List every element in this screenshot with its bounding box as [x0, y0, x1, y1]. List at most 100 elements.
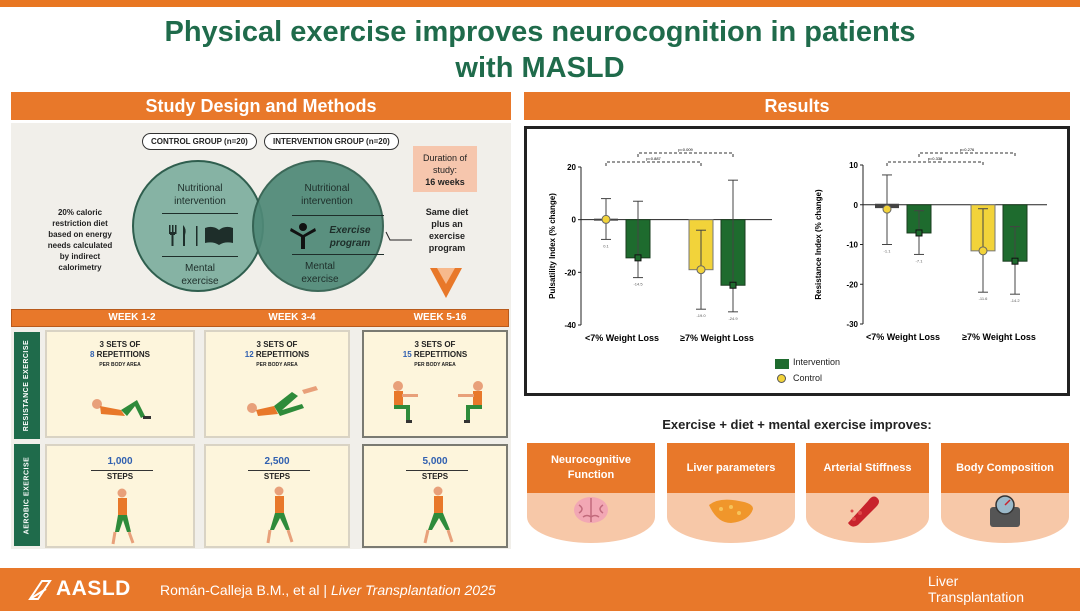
bracket-label: p=0.887: [646, 156, 661, 161]
resistance-tab: RESISTANCE EXERCISE: [14, 332, 40, 439]
top-accent-bar: [0, 0, 1080, 7]
artery-icon: [848, 496, 879, 527]
aasld-mark-icon: [28, 580, 52, 600]
week-bar: WEEK 1-2 WEEK 3-4 WEEK 5-16: [11, 309, 509, 327]
squat-figures-icon: [393, 381, 483, 423]
tile-neurocognitive: Neurocognitive Function: [527, 443, 655, 543]
bracket-intervention: [637, 152, 734, 157]
tile-label: Arterial Stiffness: [806, 443, 929, 493]
intervention-value-label: -14.2: [1010, 298, 1020, 303]
steps-count: 5,000: [422, 456, 448, 467]
diet-note: 20% caloric restriction diet based on en…: [47, 208, 113, 272]
bracket-label: p=0.338: [928, 156, 943, 161]
liver-icon: [709, 499, 753, 523]
tile-label: Liver parameters: [667, 443, 795, 493]
legend-control-label: Control: [793, 373, 823, 383]
control-group-label: CONTROL GROUP (n=20): [142, 133, 257, 150]
steps-label: STEPS: [106, 472, 134, 481]
duration-box: Duration of study: 16 weeks: [413, 146, 477, 192]
results-heading: Results: [524, 92, 1070, 120]
intervention-point: [1011, 257, 1019, 265]
brain-icon: [574, 497, 608, 523]
tile-label: Body Composition: [941, 443, 1069, 493]
walking-figure-icon: [266, 486, 294, 544]
y-tick-label: -10: [846, 241, 858, 250]
control-value-label: 0.1: [603, 243, 609, 248]
control-value-label: -1.1: [884, 249, 892, 254]
citation: Román-Calleja B.M., et al | Liver Transp…: [160, 582, 496, 598]
y-axis-title: Resistance Index (% change): [814, 189, 823, 300]
improves-text: Exercise + diet + mental exercise improv…: [662, 417, 932, 432]
aasld-logo: AASLD: [28, 577, 131, 601]
legend-control-swatch: [777, 374, 786, 383]
steps-label: STEPS: [263, 472, 291, 481]
scale-icon: [990, 495, 1020, 527]
control-point: [882, 204, 892, 214]
bracket-label: p=0.009: [678, 147, 693, 152]
exercise-person-icon: [290, 223, 316, 249]
arrow-connector-icon: [385, 231, 412, 241]
x-group-label: ≥7% Weight Loss: [962, 332, 1036, 342]
journal-logo: Liver Transplantation: [928, 573, 1024, 605]
resistance-card-2: 3 SETS OF 12 REPETITIONS PER BODY AREA: [204, 330, 350, 438]
control-point: [978, 246, 988, 256]
tile-liver: Liver parameters: [667, 443, 795, 543]
y-tick-label: 10: [849, 161, 858, 170]
same-diet-note: Same diet plus an exercise program: [425, 207, 469, 253]
control-point: [601, 214, 611, 224]
bracket-label: p=0.276: [960, 147, 975, 152]
bracket-control: [605, 161, 702, 166]
methods-heading: Study Design and Methods: [11, 92, 511, 120]
walking-figure-icon: [423, 486, 454, 544]
resistance-card-3: 3 SETS OF 15 REPETITIONS PER BODY AREA: [362, 330, 508, 438]
control-nutrition-text: Nutritional intervention: [174, 183, 226, 207]
crunch-figure-icon: [92, 399, 151, 419]
footer: AASLD Román-Calleja B.M., et al | Liver …: [0, 568, 1080, 611]
pulsatility-index-chart: 20 0 -20 -40 Pulsatility Index (% change) 0.1…: [548, 147, 772, 343]
y-tick-label: 0: [854, 201, 859, 210]
twist-crunch-icon: [247, 386, 318, 416]
intervention-value-label: -14.5: [633, 282, 643, 287]
down-arrow-icon: [430, 268, 462, 298]
week-1-2-label: WEEK 1-2: [108, 312, 156, 323]
control-mental-text: Mental exercise: [181, 263, 219, 287]
results-charts-box: 20 0 -20 -40 Pulsatility Index (% change) 0.1…: [524, 126, 1070, 396]
intervention-mental-text: Mental exercise: [301, 261, 339, 285]
week-3-4-label: WEEK 3-4: [268, 312, 316, 323]
control-circle: [132, 160, 264, 292]
intervention-point: [634, 254, 642, 262]
control-point: [696, 265, 706, 275]
y-tick-label: -20: [564, 268, 576, 277]
tile-body-composition: Body Composition: [941, 443, 1069, 543]
resistance-index-chart: 10 0 -10 -20 -30 Resistance Index (% change) -…: [814, 147, 1047, 342]
cutlery-book-icon: [169, 225, 233, 246]
bracket-intervention: [918, 152, 1016, 157]
aerobic-tab: AEROBIC EXERCISE: [14, 444, 40, 546]
control-divider: [162, 213, 238, 214]
steps-count: 1,000: [107, 456, 133, 467]
legend-intervention-swatch: [775, 359, 789, 369]
exercise-program-text: Exercise program: [329, 225, 371, 249]
y-tick-label: 0: [572, 216, 577, 225]
x-group-label: <7% Weight Loss: [585, 333, 659, 343]
intervention-point: [729, 281, 737, 289]
intervention-group-label: INTERVENTION GROUP (n=20): [264, 133, 399, 150]
bracket-control: [886, 161, 984, 166]
page-title: Physical exercise improves neurocognitio…: [164, 16, 916, 84]
intervention-circle: [252, 160, 384, 292]
aerobic-card-3: 5,000 STEPS: [362, 444, 508, 548]
y-tick-label: 20: [567, 163, 576, 172]
y-tick-label: -20: [846, 280, 858, 289]
y-tick-label: -40: [564, 321, 576, 330]
intervention-divider-2: [292, 254, 384, 255]
intervention-divider: [292, 215, 384, 216]
y-tick-label: -30: [846, 320, 858, 329]
walking-figure-icon: [111, 488, 135, 545]
steps-count: 2,500: [264, 456, 290, 467]
x-group-label: ≥7% Weight Loss: [680, 333, 754, 343]
intervention-value-label: -24.9: [728, 316, 738, 321]
food-icons: [165, 222, 240, 248]
aerobic-card-1: 1,000 STEPS: [45, 444, 195, 548]
control-value-label: -11.6: [979, 296, 989, 301]
steps-label: STEPS: [421, 472, 449, 481]
